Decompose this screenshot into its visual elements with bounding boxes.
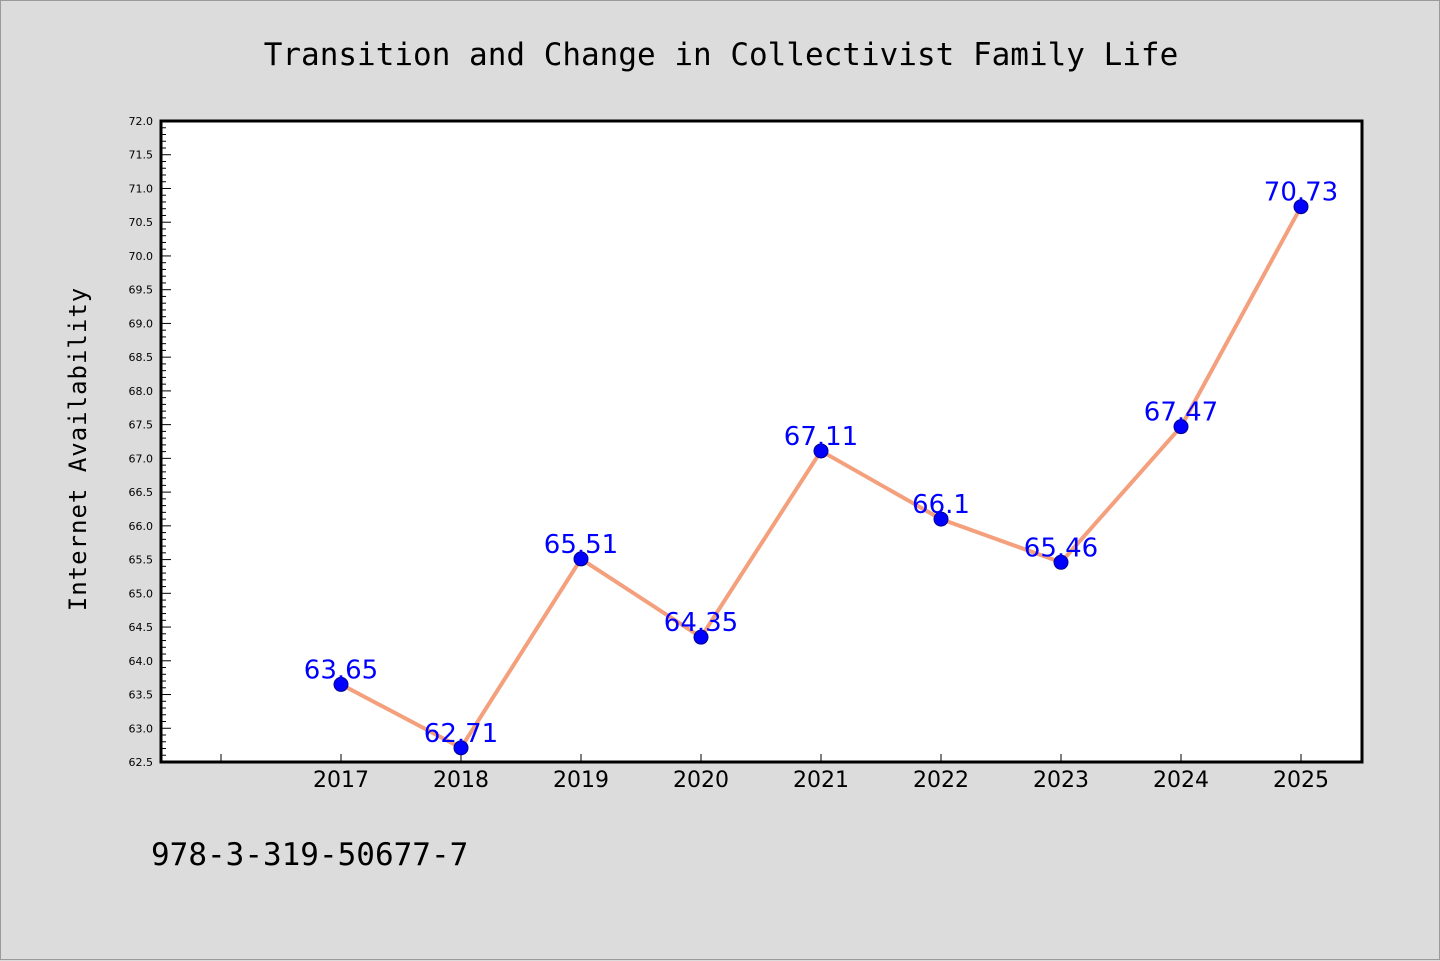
data-point [693, 629, 709, 645]
x-tick-label: 2022 [913, 768, 969, 793]
data-label: 70.73 [1264, 178, 1338, 208]
data-point [933, 511, 949, 527]
x-tick-label: 2017 [313, 768, 369, 793]
y-tick-label: 69.0 [129, 317, 154, 330]
data-label: 65.51 [544, 530, 618, 560]
y-tick-label: 66.5 [129, 486, 154, 499]
y-tick-label: 66.0 [129, 520, 154, 533]
y-tick-label: 65.5 [129, 554, 154, 567]
y-axis-ticks: 62.5 63.0 63.5 64.0 64.5 65.0 65.5 66.0 66.5 67.0… [129, 115, 171, 769]
y-tick-label: 68.0 [129, 385, 154, 398]
y-tick-label: 70.0 [129, 250, 154, 263]
y-tick-label: 63.5 [129, 689, 154, 702]
x-tick-label: 2018 [433, 768, 489, 793]
data-point [813, 443, 829, 459]
footer-isbn: 978-3-319-50677-7 [151, 837, 468, 873]
y-axis-label: Internet Availability [64, 287, 92, 611]
series-markers [333, 199, 1309, 756]
y-tick-label: 65.0 [129, 587, 154, 600]
x-tick-label: 2019 [553, 768, 609, 793]
data-point [453, 740, 469, 756]
data-label: 67.11 [784, 422, 858, 452]
x-axis-ticks: 2017 2018 2019 2020 2021 2022 2023 2024 2025 [220, 754, 1329, 793]
y-tick-label: 70.5 [129, 216, 154, 229]
data-point [1053, 554, 1069, 570]
data-point [1173, 419, 1189, 435]
y-tick-label: 69.5 [129, 284, 154, 297]
data-label: 66.1 [912, 490, 970, 520]
data-label: 67.47 [1144, 398, 1218, 428]
chart-title: Transition and Change in Collectivist Fa… [264, 37, 1179, 73]
x-tick-label: 2025 [1273, 768, 1329, 793]
y-tick-label: 64.0 [129, 655, 154, 668]
data-point [1293, 199, 1309, 215]
data-labels: 63.65 62.71 65.51 64.35 67.11 66.1 65.46 67.47 7… [304, 178, 1338, 749]
x-tick-label: 2024 [1153, 768, 1209, 793]
plot-area [161, 121, 1362, 762]
x-tick-label: 2020 [673, 768, 729, 793]
y-tick-label: 67.5 [129, 419, 154, 432]
data-label: 63.65 [304, 655, 378, 685]
data-label: 62.71 [424, 719, 498, 749]
y-tick-label: 63.0 [129, 722, 154, 735]
y-tick-label: 71.5 [129, 149, 154, 162]
data-point [333, 676, 349, 692]
y-tick-label: 71.0 [129, 182, 154, 195]
y-tick-label: 62.5 [129, 756, 154, 769]
x-tick-label: 2023 [1033, 768, 1089, 793]
plot-frame [159, 119, 1364, 764]
data-point [573, 551, 589, 567]
y-tick-label: 72.0 [129, 115, 154, 128]
y-tick-label: 68.5 [129, 351, 154, 364]
y-tick-label: 67.0 [129, 452, 154, 465]
data-label: 64.35 [664, 608, 738, 638]
y-tick-label: 64.5 [129, 621, 154, 634]
x-tick-label: 2021 [793, 768, 849, 793]
data-label: 65.46 [1024, 533, 1098, 563]
